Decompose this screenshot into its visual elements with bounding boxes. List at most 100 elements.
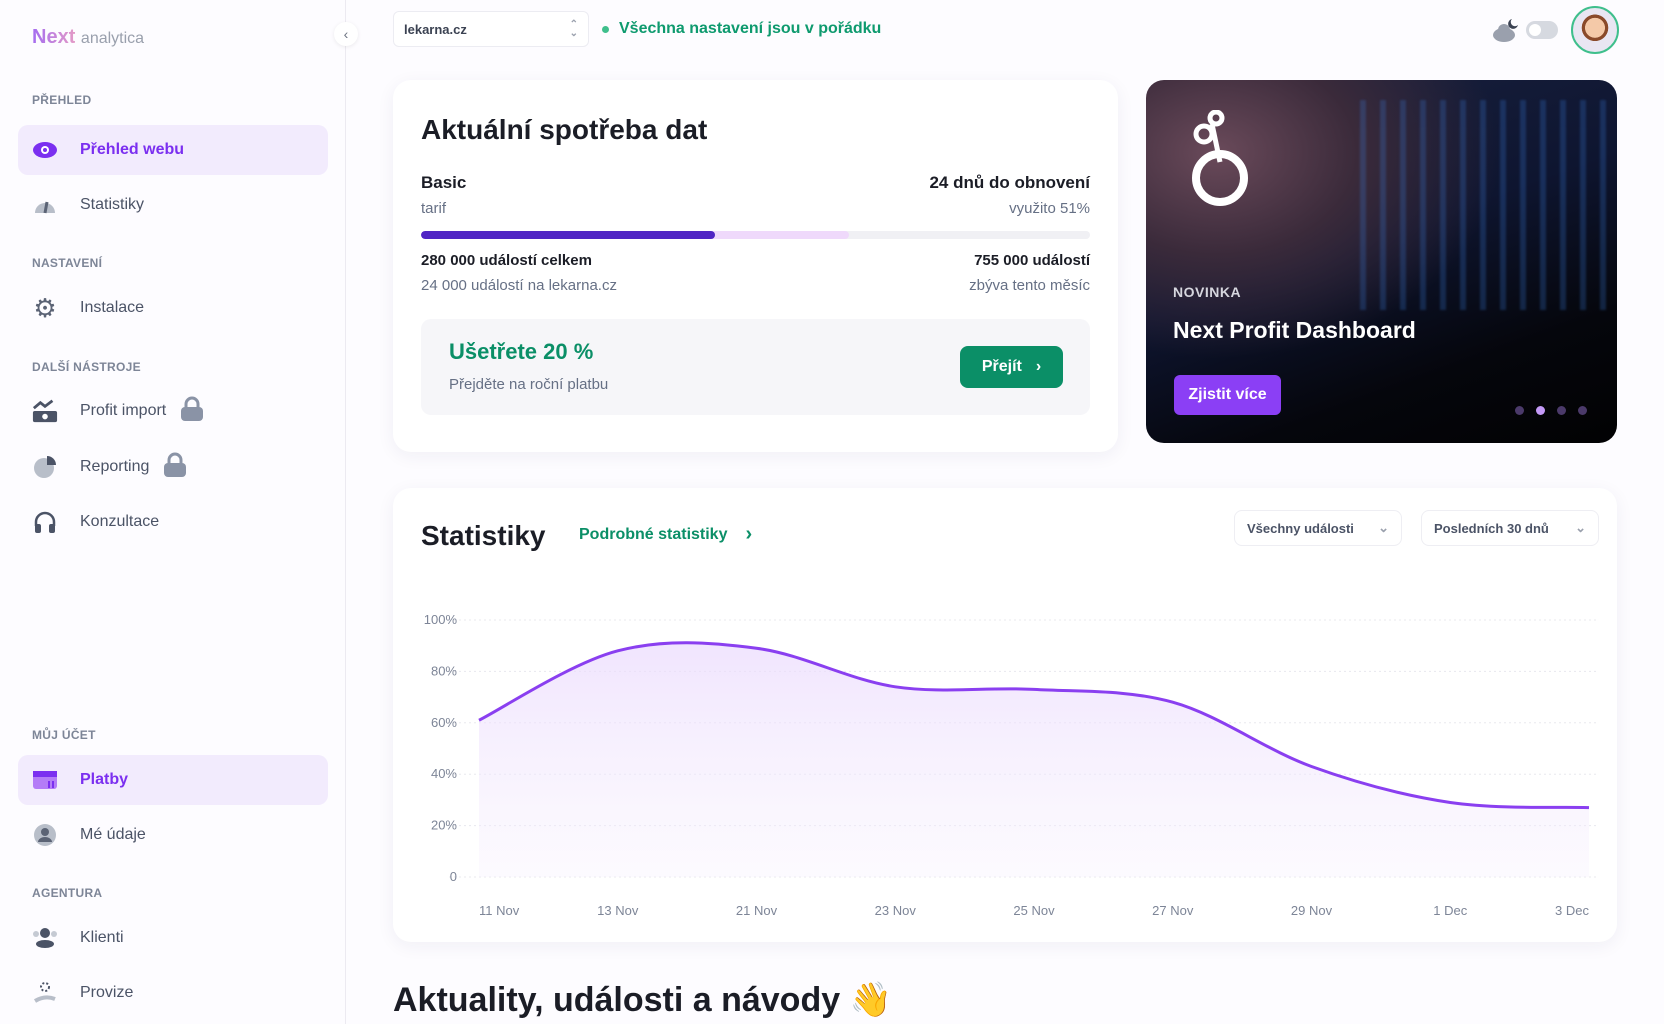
button-label: Přejít: [981, 358, 1022, 375]
payment-card-icon: [32, 767, 58, 793]
sidebar-item-label: Reporting: [80, 458, 150, 475]
sidebar-item-instalace[interactable]: ⚙ Instalace: [18, 283, 328, 333]
remaining-label: zbýva tento měsíc: [969, 277, 1090, 294]
section-label: AGENTURA: [32, 886, 103, 900]
sidebar-item-me-udaje[interactable]: Mé údaje: [18, 810, 328, 860]
lock-icon: [180, 396, 204, 427]
x-tick-label: 21 Nov: [736, 903, 778, 918]
y-tick-label: 80%: [431, 663, 457, 678]
sidebar-item-label: Platby: [80, 771, 129, 788]
x-tick-label: 11 Nov: [479, 903, 520, 918]
sidebar-item-konzultace[interactable]: Konzultace: [18, 497, 328, 547]
settings-status: Všechna nastavení jsou v pořádku: [602, 20, 881, 38]
eye-icon: [32, 137, 58, 163]
used-percent: využito 51%: [1009, 200, 1090, 217]
commission-hand-icon: [32, 980, 58, 1006]
sidebar-item-provize[interactable]: Provize: [18, 968, 328, 1018]
gear-icon: ⚙: [33, 292, 57, 323]
chevron-left-icon: ‹: [343, 26, 349, 42]
sidebar-item-label: Instalace: [80, 299, 145, 316]
section-label: MŮJ ÚČET: [32, 728, 96, 742]
promo-text: Přejděte na roční platbu: [449, 376, 609, 393]
total-events: 280 000 událostí celkem: [421, 252, 592, 269]
status-dot-icon: [602, 25, 609, 33]
sidebar-item-statistiky[interactable]: Statistiky: [18, 180, 328, 230]
sidebar-item-label: Konzultace: [80, 513, 160, 530]
section-label: PŘEHLED: [32, 93, 92, 107]
sidebar-item-reporting[interactable]: Reporting: [18, 442, 328, 492]
money-chart-icon: [32, 398, 58, 424]
promo-banner[interactable]: NOVINKA Next Profit Dashboard Zjistit ví…: [1146, 80, 1617, 443]
pie-chart-icon: [32, 454, 58, 480]
renewal-text: 24 dnů do obnovení: [929, 173, 1090, 192]
dropdown-value: Všechny události: [1247, 520, 1354, 536]
x-tick-label: 29 Nov: [1291, 903, 1333, 918]
x-tick-label: 25 Nov: [1013, 903, 1055, 918]
status-text: Všechna nastavení jsou v pořádku: [619, 20, 882, 37]
updown-chevron-icon: ⌃ ⌄: [569, 19, 578, 39]
carousel-dot[interactable]: [1515, 406, 1524, 415]
chart-area: [479, 642, 1589, 877]
y-tick-label: 40%: [431, 766, 457, 781]
usage-progress-bar: [421, 231, 1090, 239]
y-tick-label: 0: [450, 869, 457, 884]
sidebar: Next analytica PŘEHLED Přehled webu Stat…: [0, 0, 346, 1024]
chevron-right-icon: ›: [745, 523, 753, 545]
chevron-right-icon: ›: [1035, 358, 1042, 375]
headphones-icon: [32, 509, 58, 535]
detailed-stats-link[interactable]: Podrobné statistiky ›: [579, 523, 753, 545]
clients-icon: [32, 925, 58, 951]
site-select[interactable]: lekarna.cz ⌃ ⌄: [393, 11, 589, 47]
lock-icon: [163, 452, 187, 483]
zjistit-vice-button[interactable]: Zjistit více: [1174, 375, 1281, 415]
chevron-down-icon: ⌄: [1378, 520, 1389, 535]
banner-logo: [1192, 109, 1254, 211]
sidebar-item-platby[interactable]: Platby: [18, 755, 328, 805]
chart-line: [478, 641, 1590, 810]
promo-box: Ušetřete 20 % Přejděte na roční platbu P…: [421, 319, 1090, 415]
carousel-dot[interactable]: [1578, 406, 1587, 415]
statistics-chart: 0 20% 40% 60% 80% 100% 11 Nov 13 Nov 21 Nov 23 No…: [424, 612, 1599, 918]
sidebar-item-label: Provize: [80, 984, 134, 1001]
sidebar-item-klienti[interactable]: Klienti: [18, 913, 328, 963]
x-tick-label: 27 Nov: [1152, 903, 1194, 918]
dropdown-value: Posledních 30 dnů: [1434, 520, 1549, 536]
banner-image: [1346, 100, 1616, 310]
carousel-dot-active[interactable]: [1536, 406, 1545, 415]
section-label: DALŠÍ NÁSTROJE: [32, 360, 141, 374]
avatar[interactable]: [1571, 6, 1619, 54]
link-label: Podrobné statistiky: [579, 526, 728, 543]
section-label: NASTAVENÍ: [32, 256, 103, 270]
carousel-dots: [1515, 406, 1587, 415]
site-select-value: lekarna.cz: [404, 21, 467, 37]
statistics-card: Statistiky Podrobné statistiky › Všechny …: [393, 488, 1617, 942]
dark-mode-toggle[interactable]: [1526, 21, 1558, 39]
banner-tag: NOVINKA: [1173, 284, 1242, 300]
card-title: Aktuální spotřeba dat: [421, 114, 708, 145]
site-events: 24 000 událostí na lekarna.cz: [421, 277, 617, 294]
collapse-sidebar-button[interactable]: ‹: [334, 22, 358, 46]
prejit-button[interactable]: Přejít ›: [960, 346, 1063, 388]
carousel-dot[interactable]: [1557, 406, 1566, 415]
events-filter-dropdown[interactable]: Všechny události ⌄: [1234, 510, 1402, 546]
period-filter-dropdown[interactable]: Posledních 30 dnů ⌄: [1421, 510, 1599, 546]
sidebar-item-profit-import[interactable]: Profit import: [18, 386, 328, 436]
sidebar-item-label: Přehled webu: [80, 141, 185, 158]
user-circle-icon: [32, 822, 58, 848]
sidebar-item-prehled-webu[interactable]: Přehled webu: [18, 125, 328, 175]
banner-title: Next Profit Dashboard: [1173, 317, 1416, 343]
y-tick-label: 20%: [431, 818, 457, 833]
news-heading: Aktuality, události a návody 👋: [393, 981, 892, 1019]
sidebar-item-label: Statistiky: [80, 196, 145, 213]
plan-label: tarif: [421, 200, 447, 217]
gauge-icon: [32, 192, 58, 218]
sidebar-item-label: Mé údaje: [80, 826, 146, 843]
moon-cloud-icon: [1492, 17, 1520, 48]
logo[interactable]: Next analytica: [32, 26, 145, 48]
remaining-events: 755 000 událostí: [974, 252, 1090, 269]
y-tick-label: 100%: [424, 612, 458, 627]
x-tick-label: 13 Nov: [597, 903, 639, 918]
plan-name: Basic: [421, 173, 467, 192]
data-usage-card: Aktuální spotřeba dat Basic tarif 24 dnů…: [393, 80, 1118, 452]
x-tick-label: 1 Dec: [1433, 903, 1467, 918]
